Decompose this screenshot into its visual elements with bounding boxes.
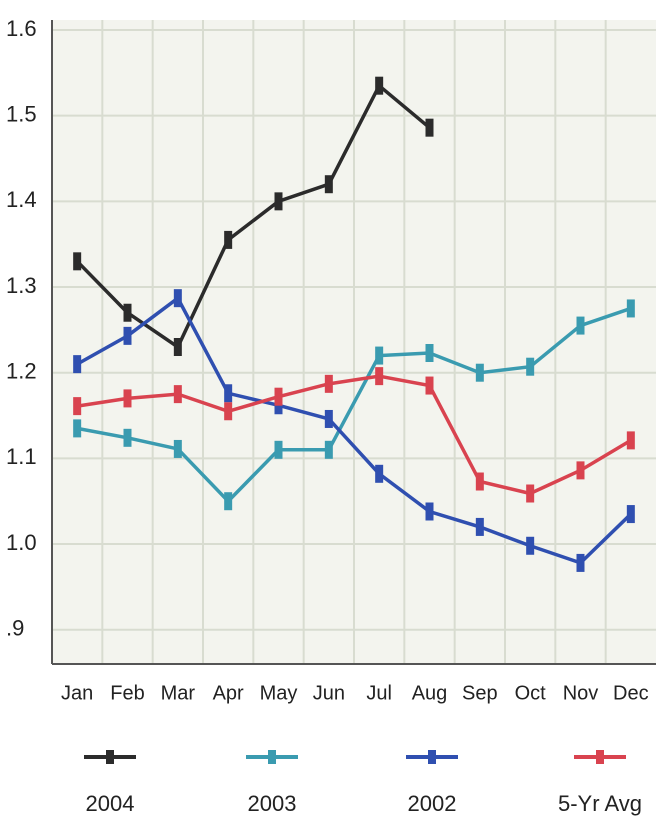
x-tick-label: Jul (366, 682, 392, 704)
point-marker (475, 517, 484, 536)
point-marker (475, 363, 484, 382)
x-tick-label: Feb (110, 682, 144, 704)
y-tick-label: 1.4 (6, 187, 37, 212)
point-marker (626, 299, 635, 318)
legend-label: 5-Yr Avg (558, 791, 642, 816)
point-marker (475, 472, 484, 491)
x-tick-label: Apr (213, 682, 244, 704)
x-tick-label: Nov (563, 682, 599, 704)
point-marker (626, 505, 635, 524)
point-marker (173, 439, 182, 458)
point-marker (324, 374, 333, 393)
point-marker (224, 402, 233, 421)
point-marker (526, 536, 535, 555)
point-marker (375, 76, 384, 95)
point-marker (274, 192, 283, 211)
series-line (75, 82, 431, 350)
point-marker (123, 303, 132, 322)
point-marker (173, 338, 182, 356)
point-marker (274, 440, 283, 459)
point-marker (173, 385, 182, 404)
point-marker (626, 431, 635, 450)
legend-marker (596, 750, 604, 764)
point-marker (73, 355, 82, 374)
y-tick-label: 1.0 (6, 530, 37, 555)
point-marker (324, 440, 333, 459)
point-marker (324, 409, 333, 428)
point-marker (173, 289, 182, 308)
y-tick-label: 1.1 (6, 444, 37, 469)
legend-marker (106, 750, 114, 764)
point-marker (425, 343, 434, 362)
point-marker (425, 118, 434, 137)
point-marker (73, 419, 82, 438)
point-marker (224, 230, 233, 249)
series-line (76, 295, 633, 565)
x-tick-label: May (260, 682, 298, 704)
point-marker (224, 492, 233, 511)
y-tick-label: .9 (6, 616, 24, 641)
point-marker (73, 397, 82, 416)
point-marker (375, 346, 384, 365)
y-tick-label: 1.3 (6, 273, 37, 298)
point-marker (576, 316, 585, 335)
y-tick-label: 1.5 (6, 101, 37, 126)
point-marker (123, 428, 132, 447)
point-marker (375, 464, 384, 483)
point-marker (526, 484, 535, 503)
x-tick-label: Dec (613, 682, 649, 704)
point-marker (324, 175, 333, 194)
x-tick-label: Sep (462, 682, 498, 704)
x-tick-label: Aug (412, 682, 448, 704)
y-tick-label: 1.2 (6, 359, 37, 384)
legend-marker (428, 750, 436, 764)
x-tick-label: Oct (515, 682, 547, 704)
point-marker (123, 389, 132, 408)
x-tick-label: Jan (61, 682, 93, 704)
x-tick-label: Jun (313, 682, 345, 704)
series-line (76, 306, 632, 504)
point-marker (425, 376, 434, 395)
point-marker (73, 252, 82, 271)
legend-label: 2004 (86, 791, 135, 816)
point-marker (375, 367, 384, 386)
point-marker (526, 357, 535, 376)
x-tick-label: Mar (161, 682, 196, 704)
legend-label: 2002 (408, 791, 457, 816)
point-marker (576, 461, 585, 480)
legend-label: 2003 (248, 791, 297, 816)
point-marker (425, 502, 434, 521)
point-marker (224, 384, 233, 403)
y-tick-label: 1.6 (6, 16, 37, 41)
point-marker (123, 326, 132, 345)
legend-marker (268, 750, 276, 764)
point-marker (576, 553, 585, 572)
point-marker (274, 387, 283, 406)
series-line (76, 374, 632, 496)
